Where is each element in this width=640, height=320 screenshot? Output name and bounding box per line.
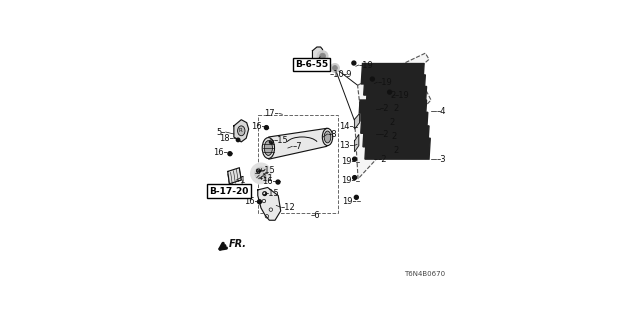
Text: –9: –9	[342, 70, 352, 79]
Text: 2: 2	[392, 132, 397, 141]
Bar	[258, 115, 338, 213]
Text: –2: –2	[380, 130, 389, 139]
Ellipse shape	[324, 131, 331, 143]
Text: 16–: 16–	[251, 122, 266, 131]
Polygon shape	[355, 92, 431, 179]
Text: –2: –2	[378, 155, 387, 164]
Text: –15: –15	[265, 189, 280, 198]
Circle shape	[355, 195, 358, 199]
Circle shape	[236, 138, 240, 142]
Circle shape	[332, 66, 337, 70]
Circle shape	[276, 180, 280, 184]
Text: –15: –15	[261, 166, 276, 175]
Ellipse shape	[262, 138, 275, 158]
Text: FR.: FR.	[229, 239, 247, 249]
Polygon shape	[359, 100, 427, 121]
Circle shape	[228, 152, 232, 156]
Text: 2: 2	[390, 91, 396, 100]
Text: 19–: 19–	[341, 157, 356, 166]
Text: –2: –2	[380, 104, 389, 113]
Text: 2: 2	[389, 118, 395, 127]
Polygon shape	[312, 47, 323, 63]
Circle shape	[371, 77, 374, 81]
Text: –7: –7	[292, 142, 302, 151]
Ellipse shape	[237, 126, 245, 136]
Circle shape	[257, 200, 262, 204]
Text: –4: –4	[436, 107, 446, 116]
Circle shape	[330, 64, 339, 72]
Polygon shape	[358, 53, 429, 117]
Polygon shape	[258, 188, 281, 220]
Text: –8: –8	[328, 130, 337, 139]
Text: –10: –10	[330, 70, 344, 79]
Text: 14–: 14–	[339, 122, 353, 131]
Circle shape	[251, 163, 271, 184]
Text: 18–: 18–	[219, 134, 234, 143]
Circle shape	[353, 157, 356, 161]
Text: 13–: 13–	[339, 141, 354, 150]
Ellipse shape	[323, 128, 333, 146]
Text: 17–: 17–	[264, 109, 280, 118]
Polygon shape	[361, 112, 428, 133]
Text: R: R	[239, 128, 243, 132]
Text: T6N4B0670: T6N4B0670	[404, 271, 445, 277]
Text: B-6-55: B-6-55	[295, 60, 328, 69]
Circle shape	[352, 61, 356, 65]
Polygon shape	[269, 128, 327, 159]
Polygon shape	[366, 86, 427, 107]
Circle shape	[319, 53, 326, 59]
Polygon shape	[361, 64, 424, 84]
Polygon shape	[355, 114, 360, 129]
Text: –3: –3	[436, 155, 446, 164]
Circle shape	[388, 90, 392, 94]
Text: –11: –11	[259, 174, 273, 183]
Polygon shape	[365, 138, 430, 159]
Text: –19: –19	[378, 78, 392, 87]
Text: 2: 2	[393, 104, 398, 113]
Circle shape	[264, 126, 268, 130]
Polygon shape	[355, 134, 359, 152]
Text: 19–: 19–	[341, 176, 356, 185]
Text: –19: –19	[359, 60, 374, 69]
Text: 2: 2	[394, 146, 399, 155]
Text: 16–: 16–	[262, 177, 277, 186]
Circle shape	[255, 167, 268, 180]
Text: 5–: 5–	[216, 128, 226, 137]
Polygon shape	[363, 126, 429, 147]
Circle shape	[317, 51, 328, 61]
Text: –1: –1	[236, 176, 246, 185]
Text: –12: –12	[281, 203, 296, 212]
Text: 19–: 19–	[342, 196, 357, 205]
Polygon shape	[364, 75, 426, 95]
Text: –15: –15	[273, 136, 288, 145]
Polygon shape	[228, 168, 241, 184]
Ellipse shape	[264, 141, 273, 156]
Text: 16–: 16–	[213, 148, 228, 157]
Text: –19: –19	[394, 91, 409, 100]
Polygon shape	[234, 120, 249, 142]
Text: B-17-20: B-17-20	[209, 187, 248, 196]
Text: 16–: 16–	[244, 196, 259, 205]
Circle shape	[353, 176, 356, 180]
Text: –6: –6	[311, 211, 321, 220]
